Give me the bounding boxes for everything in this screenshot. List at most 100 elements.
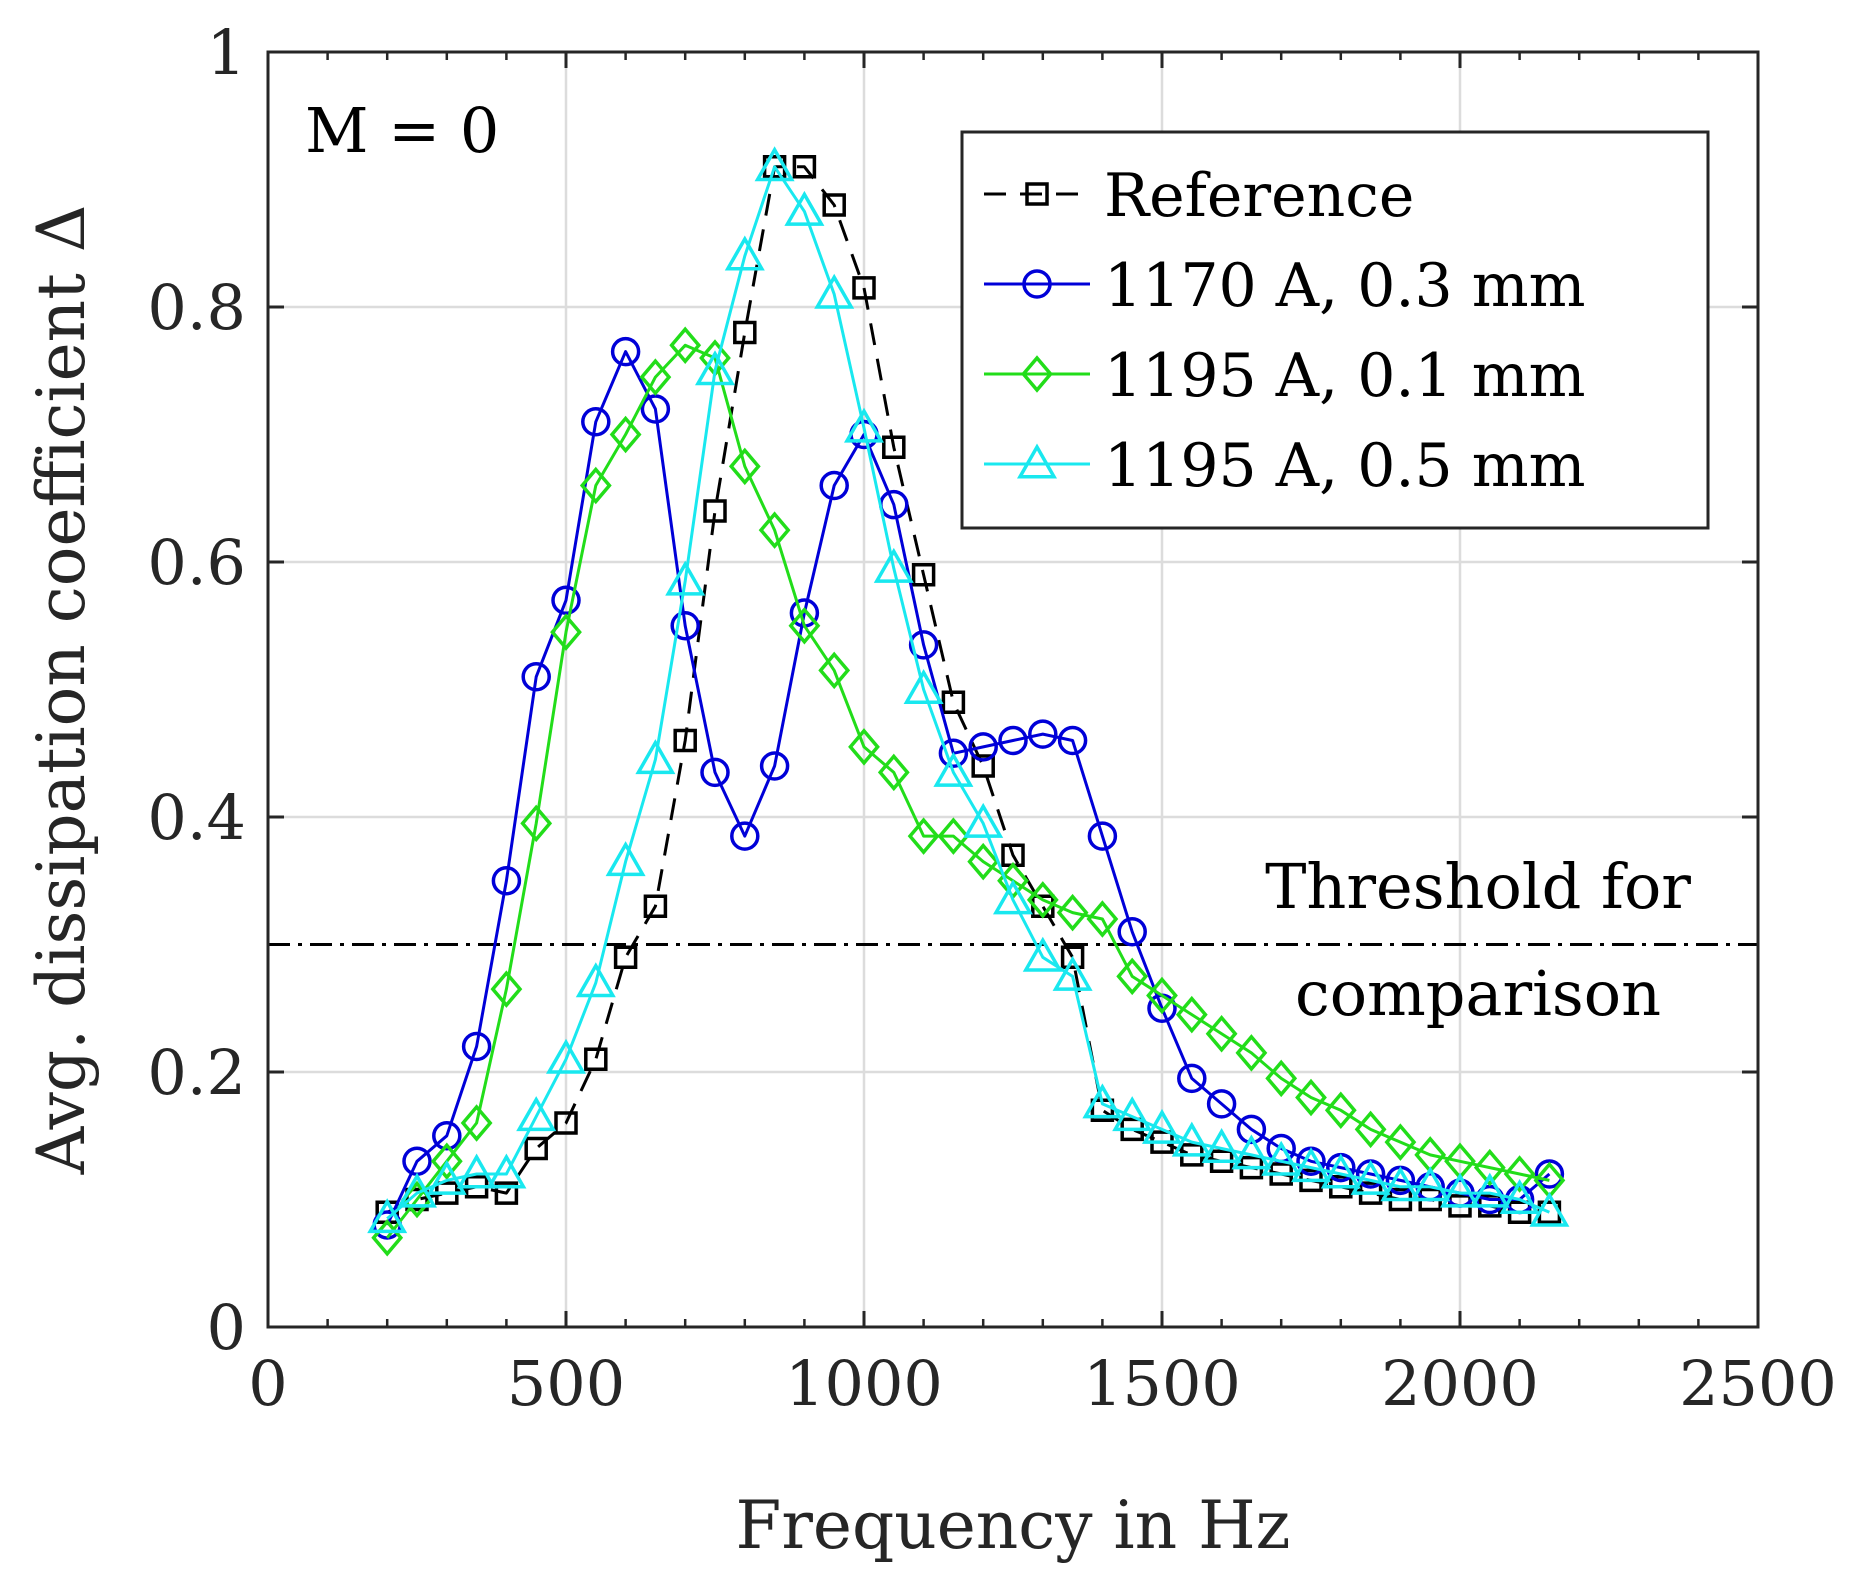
data-point-circle [551,585,581,615]
x-tick-label: 1000 [785,1347,943,1420]
data-point-diamond [520,804,553,843]
data-point-diamond [1503,1155,1536,1193]
data-point-triangle [635,739,676,775]
data-point-triangle [1410,1166,1451,1202]
data-point-triangle [396,1172,438,1208]
data-point-triangle [724,235,765,271]
data-point-triangle [873,547,914,583]
data-point-circle [730,821,760,851]
legend-entry-2: 1170 A, 0.3 mm [984,251,1586,321]
data-point-triangle [1290,1147,1332,1183]
data-point-square [852,276,876,300]
data-point-square [524,1136,548,1161]
data-point-diamond [1384,1123,1417,1161]
data-point-square [613,945,638,969]
data-point-triangle [1141,1108,1183,1144]
data-point-circle [461,1031,492,1062]
data-point-circle [581,407,611,437]
data-point-diamond [1324,1091,1357,1129]
data-point-triangle [992,879,1034,915]
data-point-square [733,320,757,345]
data-point-circle [1028,719,1058,749]
data-point-circle [1057,725,1088,756]
legend-label: 1195 A, 0.1 mm [1104,341,1586,411]
data-point-diamond [818,651,851,690]
data-point-circle [1177,1063,1207,1094]
threshold-annotation-line2: comparison [1295,957,1661,1030]
plot-frame [266,50,1760,1329]
data-point-diamond [579,466,612,505]
data-point-circle [1534,1159,1565,1189]
legend-marker-square [1025,182,1049,206]
series-layer [367,146,1570,1257]
legend-label: 1195 A, 0.5 mm [1104,431,1586,501]
data-point-diamond [639,358,672,396]
data-point-circle [998,725,1028,756]
series-line-4 [386,165,1550,1220]
y-tick-label: 0.8 [147,271,246,344]
tick-labels: 0 500 1000 1500 2000 2500 0 0.2 0.4 0.6 0.8 1 [147,16,1837,1420]
data-point-diamond [848,728,880,766]
data-point-circle [938,738,969,768]
data-point-diamond [1026,881,1059,919]
data-point-diamond [1235,1034,1268,1072]
legend-label: 1170 A, 0.3 mm [1104,251,1586,321]
data-point-triangle [814,273,855,309]
data-point-triangle [456,1153,497,1189]
data-point-circle [640,394,671,424]
legend-entry-4: 1195 A, 0.5 mm [984,431,1586,501]
data-point-triangle [1022,936,1063,972]
data-point-circle [670,611,700,641]
data-point-triangle [903,668,944,704]
x-tick-label: 2500 [1679,1347,1837,1420]
data-point-triangle [1320,1153,1361,1189]
data-point-circle [1087,821,1118,851]
threshold-annotation-line1: Threshold for [1265,850,1691,923]
x-tick-label: 500 [507,1347,625,1420]
data-point-square [1060,945,1085,969]
data-point-circle [1206,1089,1237,1119]
data-point-circle [1236,1114,1267,1145]
data-point-square [584,1047,608,1071]
data-point-diamond [1265,1059,1298,1098]
data-point-triangle [784,190,825,226]
series-3 [371,326,1566,1257]
data-point-triangle [1529,1191,1570,1227]
legend-marker-circle [1022,269,1052,299]
series-line-2 [385,350,1551,1226]
data-point-diamond [1473,1148,1506,1187]
data-point-square [494,1181,519,1205]
mach-number-annotation: M = 0 [305,94,499,167]
data-point-square [405,1187,429,1212]
data-point-diamond [728,447,761,486]
data-point-circle [1117,917,1147,947]
data-point-square [971,754,995,778]
data-point-square [911,563,936,587]
data-point-triangle [1439,1172,1481,1208]
data-point-circle [700,757,730,788]
data-point-diamond [937,817,970,855]
data-point-triangle [1082,1083,1123,1119]
data-point-square [792,155,817,179]
data-point-triangle [426,1159,467,1195]
data-point-triangle [754,146,795,182]
data-point-triangle [1261,1140,1302,1176]
data-point-square [554,1111,578,1135]
legend-entries: Reference 1170 A, 0.3 mm 1195 A, 0.1 mm 119… [984,161,1586,501]
data-point-square [882,435,906,459]
data-point-triangle [1499,1178,1540,1214]
y-tick-label: 1 [207,16,246,89]
series-4 [367,146,1570,1234]
data-point-circle [968,732,998,762]
data-point-diamond [1116,957,1149,996]
data-point-diamond [967,842,1000,881]
data-point-triangle [933,751,974,787]
data-point-diamond [788,607,821,645]
data-point-triangle [575,962,616,998]
data-point-triangle [1469,1172,1510,1208]
data-point-circle [759,751,790,781]
legend: Reference 1170 A, 0.3 mm 1195 A, 0.1 mm 119… [960,130,1710,530]
data-point-triangle [516,1096,557,1132]
data-point-circle [491,866,522,896]
